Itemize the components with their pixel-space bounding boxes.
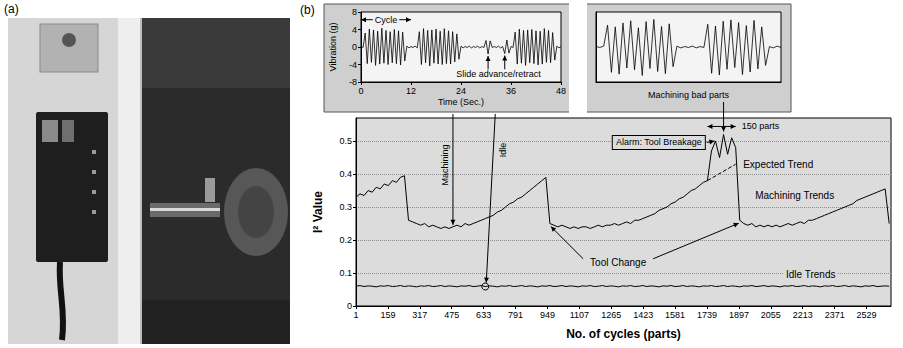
svg-text:Time (Sec.): Time (Sec.)	[438, 97, 484, 107]
svg-text:Slide advance/retract: Slide advance/retract	[456, 69, 541, 79]
svg-text:-4: -4	[349, 60, 357, 70]
svg-text:2055: 2055	[761, 310, 781, 320]
svg-text:4: 4	[352, 25, 357, 35]
svg-text:791: 791	[508, 310, 523, 320]
svg-text:0.5: 0.5	[339, 136, 352, 146]
svg-text:150 parts: 150 parts	[742, 121, 780, 131]
svg-text:2213: 2213	[793, 310, 813, 320]
svg-text:159: 159	[380, 310, 395, 320]
svg-text:I² Value: I² Value	[311, 191, 325, 233]
svg-text:949: 949	[540, 310, 555, 320]
svg-text:1581: 1581	[665, 310, 685, 320]
svg-text:24: 24	[456, 86, 466, 96]
svg-text:2529: 2529	[857, 310, 877, 320]
svg-text:1: 1	[353, 310, 358, 320]
svg-text:12: 12	[406, 86, 416, 96]
svg-text:2371: 2371	[825, 310, 845, 320]
svg-text:475: 475	[444, 310, 459, 320]
svg-text:1107: 1107	[570, 310, 589, 320]
svg-text:Expected Trend: Expected Trend	[743, 159, 813, 170]
svg-text:1265: 1265	[601, 310, 621, 320]
svg-text:Idle: Idle	[498, 143, 508, 158]
svg-text:1897: 1897	[729, 310, 749, 320]
svg-text:(b): (b)	[300, 3, 315, 17]
svg-text:Cycle: Cycle	[375, 15, 398, 25]
svg-text:Alarm: Tool Breakage: Alarm: Tool Breakage	[616, 137, 702, 147]
svg-text:0: 0	[352, 42, 357, 52]
svg-text:36: 36	[506, 86, 516, 96]
svg-text:0.3: 0.3	[339, 202, 352, 212]
svg-text:0: 0	[358, 86, 363, 96]
svg-text:Idle Trends: Idle Trends	[786, 269, 835, 280]
svg-text:0: 0	[347, 301, 352, 311]
svg-text:Tool Change: Tool Change	[590, 257, 647, 268]
svg-text:633: 633	[476, 310, 491, 320]
svg-text:1423: 1423	[633, 310, 653, 320]
svg-text:Machining Trends: Machining Trends	[755, 190, 834, 201]
svg-text:Vibration (g): Vibration (g)	[328, 23, 338, 72]
svg-text:317: 317	[412, 310, 427, 320]
svg-text:0.1: 0.1	[339, 268, 352, 278]
svg-text:No. of cycles (parts): No. of cycles (parts)	[566, 327, 681, 341]
svg-text:0.2: 0.2	[339, 235, 352, 245]
svg-text:8: 8	[352, 7, 357, 17]
svg-text:-8: -8	[349, 77, 357, 87]
svg-text:48: 48	[556, 86, 566, 96]
svg-text:0.4: 0.4	[339, 169, 352, 179]
svg-text:(a): (a)	[4, 2, 19, 16]
svg-text:Machining bad parts: Machining bad parts	[648, 90, 730, 100]
svg-text:Machining: Machining	[440, 144, 450, 185]
svg-text:1739: 1739	[697, 310, 717, 320]
